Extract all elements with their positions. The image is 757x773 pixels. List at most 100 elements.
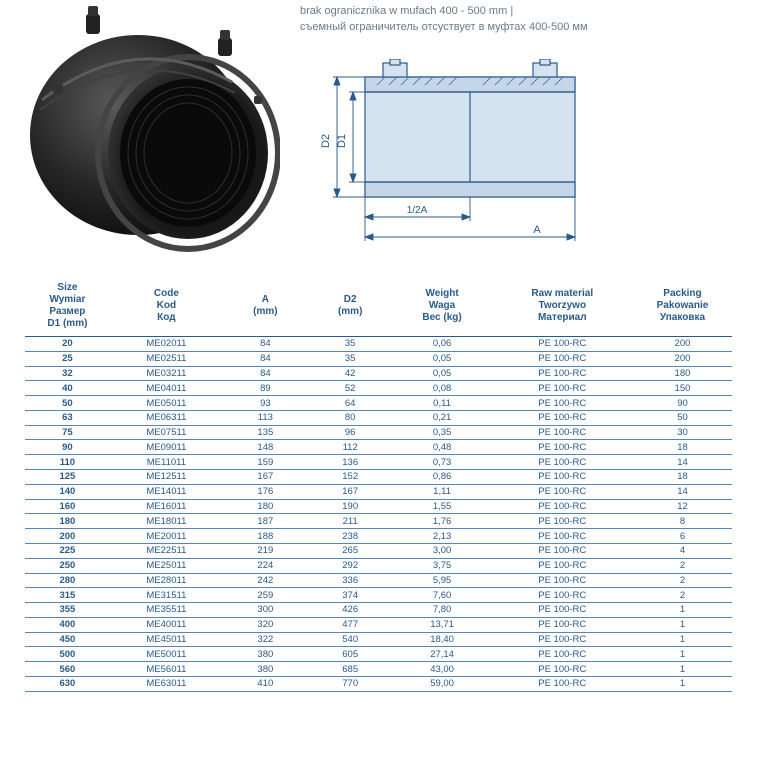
table-body: 20ME0201184350,06PE 100-RC20025ME0251184…: [25, 337, 732, 692]
table-row: 180ME180111872111,76PE 100-RC8: [25, 514, 732, 529]
cell: ME18011: [110, 514, 223, 529]
table-row: 25ME0251184350,05PE 100-RC200: [25, 351, 732, 366]
cell: ME02011: [110, 337, 223, 352]
table-row: 20ME0201184350,06PE 100-RC200: [25, 337, 732, 352]
cell: 259: [223, 588, 308, 603]
cell: 180: [633, 366, 732, 381]
col-header: D2(mm): [308, 280, 393, 337]
cell: 0,11: [393, 396, 492, 411]
label-half-a: 1/2A: [407, 205, 428, 216]
cell: 477: [308, 617, 393, 632]
cell: 0,05: [393, 366, 492, 381]
cell: PE 100-RC: [492, 410, 633, 425]
cell: ME45011: [110, 632, 223, 647]
cell: 280: [25, 573, 110, 588]
cell: 112: [308, 440, 393, 455]
cell: ME25011: [110, 558, 223, 573]
cell: 292: [308, 558, 393, 573]
table-row: 75ME07511135960,35PE 100-RC30: [25, 425, 732, 440]
table-row: 500ME5001138060527,14PE 100-RC1: [25, 647, 732, 662]
cell: 380: [223, 662, 308, 677]
cell: 0,21: [393, 410, 492, 425]
table-row: 32ME0321184420,05PE 100-RC180: [25, 366, 732, 381]
cell: 410: [223, 676, 308, 691]
cell: 135: [223, 425, 308, 440]
cell: 110: [25, 455, 110, 470]
cell: 5,95: [393, 573, 492, 588]
cell: ME31511: [110, 588, 223, 603]
cell: 2: [633, 573, 732, 588]
cell: ME12511: [110, 470, 223, 485]
notes-and-diagram: brak ogranicznika w mufach 400 - 500 mm …: [300, 0, 737, 280]
cell: 2: [633, 558, 732, 573]
cell: 20: [25, 337, 110, 352]
cell: 167: [223, 470, 308, 485]
cell: 355: [25, 603, 110, 618]
table-row: 140ME140111761671,11PE 100-RC14: [25, 484, 732, 499]
cell: 1,55: [393, 499, 492, 514]
cell: PE 100-RC: [492, 484, 633, 499]
cell: ME16011: [110, 499, 223, 514]
table-row: 280ME280112423365,95PE 100-RC2: [25, 573, 732, 588]
cell: PE 100-RC: [492, 366, 633, 381]
cell: 1,11: [393, 484, 492, 499]
cell: 190: [308, 499, 393, 514]
cell: 225: [25, 543, 110, 558]
cell: 90: [25, 440, 110, 455]
cell: 0,48: [393, 440, 492, 455]
cell: 685: [308, 662, 393, 677]
cell: 152: [308, 470, 393, 485]
cell: 630: [25, 676, 110, 691]
cell: 0,05: [393, 351, 492, 366]
cell: 450: [25, 632, 110, 647]
cell: 180: [223, 499, 308, 514]
cell: 336: [308, 573, 393, 588]
cell: 1: [633, 647, 732, 662]
spec-table-wrap: SizeWymiarРазмерD1 (mm)CodeKodКодA(mm)D2…: [0, 280, 757, 692]
table-row: 200ME200111882382,13PE 100-RC6: [25, 529, 732, 544]
cell: 25: [25, 351, 110, 366]
cell: 50: [25, 396, 110, 411]
cell: 1: [633, 662, 732, 677]
cell: 35: [308, 351, 393, 366]
cell: 224: [223, 558, 308, 573]
cell: 96: [308, 425, 393, 440]
cell: 300: [223, 603, 308, 618]
cell: 159: [223, 455, 308, 470]
cell: 4: [633, 543, 732, 558]
cell: 42: [308, 366, 393, 381]
cell: 32: [25, 366, 110, 381]
cell: 80: [308, 410, 393, 425]
label-d1: D1: [336, 134, 348, 148]
cell: 27,14: [393, 647, 492, 662]
cell: ME07511: [110, 425, 223, 440]
col-header: SizeWymiarРазмерD1 (mm): [25, 280, 110, 337]
cell: 315: [25, 588, 110, 603]
table-row: 50ME0501193640,11PE 100-RC90: [25, 396, 732, 411]
cell: 180: [25, 514, 110, 529]
cell: 560: [25, 662, 110, 677]
cell: 400: [25, 617, 110, 632]
cell: PE 100-RC: [492, 381, 633, 396]
cell: 426: [308, 603, 393, 618]
table-row: 355ME355113004267,80PE 100-RC1: [25, 603, 732, 618]
cell: 211: [308, 514, 393, 529]
cell: 90: [633, 396, 732, 411]
cell: 14: [633, 455, 732, 470]
cell: 200: [633, 351, 732, 366]
cell: 52: [308, 381, 393, 396]
col-header: Raw materialTworzywoМатериал: [492, 280, 633, 337]
cell: 0,06: [393, 337, 492, 352]
cell: 176: [223, 484, 308, 499]
cell: 18: [633, 440, 732, 455]
table-row: 63ME06311113800,21PE 100-RC50: [25, 410, 732, 425]
table-row: 560ME5601138068543,00PE 100-RC1: [25, 662, 732, 677]
cell: 113: [223, 410, 308, 425]
cell: 1: [633, 676, 732, 691]
table-row: 125ME125111671520,86PE 100-RC18: [25, 470, 732, 485]
col-header: PackingPakowanieУпаковка: [633, 280, 732, 337]
cell: 18,40: [393, 632, 492, 647]
cell: 167: [308, 484, 393, 499]
cell: 64: [308, 396, 393, 411]
cell: 0,08: [393, 381, 492, 396]
